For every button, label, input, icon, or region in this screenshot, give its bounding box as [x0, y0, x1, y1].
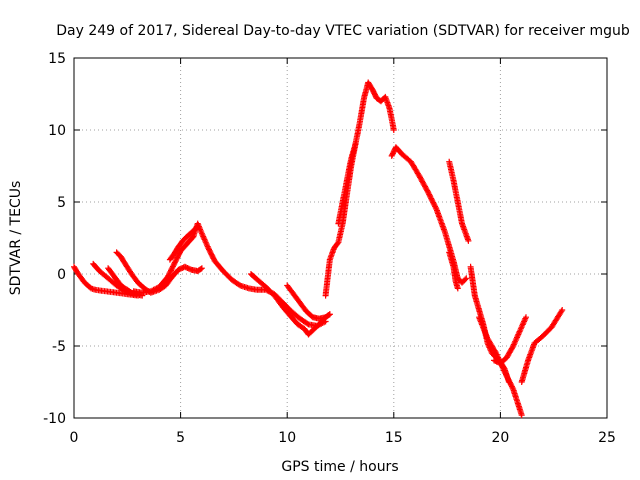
x-tick-label: 10: [278, 430, 296, 446]
data-point: [505, 376, 512, 383]
data-series: [130, 220, 329, 329]
data-point: [193, 224, 200, 231]
data-point: [559, 307, 566, 313]
data-point: [518, 412, 525, 419]
data-point: [558, 308, 565, 315]
data-point: [509, 384, 516, 391]
data-point: [463, 275, 470, 282]
data-series: [467, 263, 512, 385]
data-series: [322, 79, 397, 299]
y-tick-label: 10: [48, 123, 66, 139]
data-point: [462, 276, 469, 283]
y-axis-label: SDTVAR / TECUs: [8, 181, 24, 296]
data-point: [465, 237, 472, 244]
data-point: [509, 344, 516, 351]
data-point: [352, 141, 359, 148]
y-tick-label: -5: [52, 339, 66, 355]
data-series: [166, 223, 201, 263]
data-point: [325, 312, 332, 318]
x-tick-label: 5: [176, 430, 185, 446]
data-series: [491, 314, 529, 367]
x-axis-label: GPS time / hours: [281, 459, 398, 475]
data-series: [446, 249, 461, 292]
data-series: [284, 282, 333, 322]
y-tick-label: 0: [57, 267, 66, 283]
y-tick-label: -10: [43, 411, 66, 427]
data-point: [198, 265, 205, 272]
data-series: [388, 144, 470, 286]
data-point: [523, 314, 529, 321]
x-tick-label: 25: [598, 430, 616, 446]
data-series: [518, 307, 566, 385]
data-point: [508, 382, 515, 389]
data-series: [105, 265, 141, 298]
x-tick-label: 20: [491, 430, 509, 446]
data-series: [248, 271, 333, 338]
plot-frame: [73, 57, 608, 419]
y-tick-label: 15: [48, 51, 66, 67]
data-series: [446, 158, 472, 244]
x-tick-label: 15: [385, 430, 403, 446]
data-point: [326, 311, 333, 318]
axis-ticks: 0 5 10 15 20 25 -10 -5 0 5 10 15: [43, 51, 616, 446]
data-point: [194, 223, 201, 230]
chart-title: Day 249 of 2017, Sidereal Day-to-day VTE…: [56, 23, 630, 39]
y-tick-label: 5: [57, 195, 66, 211]
data-point: [390, 127, 397, 133]
x-tick-label: 0: [70, 430, 79, 446]
data-point: [197, 266, 204, 272]
data-point: [334, 240, 341, 247]
data-point: [454, 285, 461, 292]
data-series: [335, 141, 359, 227]
data-points: [71, 79, 566, 419]
data-point: [424, 188, 431, 195]
data-point: [503, 372, 510, 379]
